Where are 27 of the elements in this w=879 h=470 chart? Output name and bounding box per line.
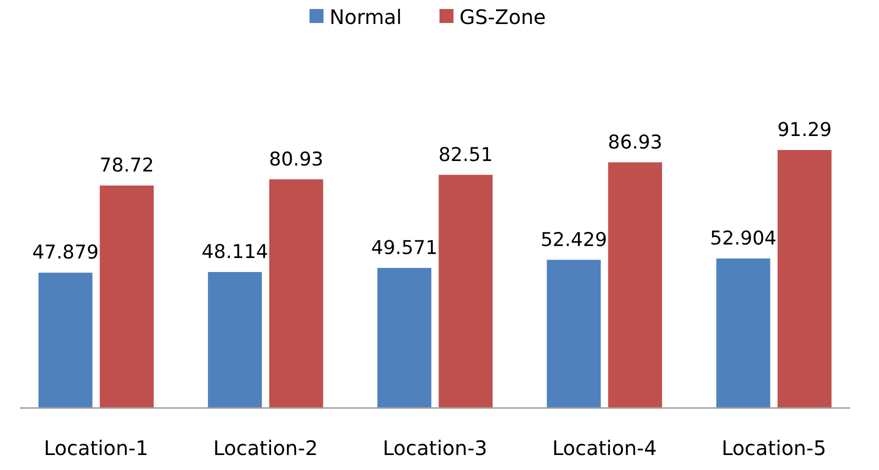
data-label: 52.904 <box>710 227 777 250</box>
bar <box>208 272 262 408</box>
data-label: 86.93 <box>608 131 662 154</box>
x-tick-label: Location-4 <box>552 436 657 460</box>
x-tick-label: Location-3 <box>382 436 488 460</box>
data-label: 80.93 <box>268 148 324 170</box>
x-tick-label: Location-2 <box>213 436 318 460</box>
bar <box>38 272 92 408</box>
bar <box>438 174 493 408</box>
data-label: 48.114 <box>202 241 268 264</box>
x-tick-label: Location-1 <box>44 436 148 460</box>
bar <box>100 186 154 408</box>
bar <box>608 162 662 408</box>
data-label: 78.72 <box>100 154 154 177</box>
bar <box>546 260 601 408</box>
bar <box>716 258 770 408</box>
bar <box>269 179 324 408</box>
bar <box>778 150 832 408</box>
data-label: 49.571 <box>371 236 438 259</box>
data-label: 52.429 <box>540 228 608 251</box>
legend-label: Normal <box>330 5 402 29</box>
data-label: 47.879 <box>32 242 99 264</box>
data-label: 82.51 <box>438 144 493 166</box>
legend-label: GS-Zone <box>460 5 546 29</box>
bar <box>377 268 432 408</box>
x-tick-label: Location-5 <box>722 436 826 460</box>
data-label: 91.29 <box>777 119 832 141</box>
